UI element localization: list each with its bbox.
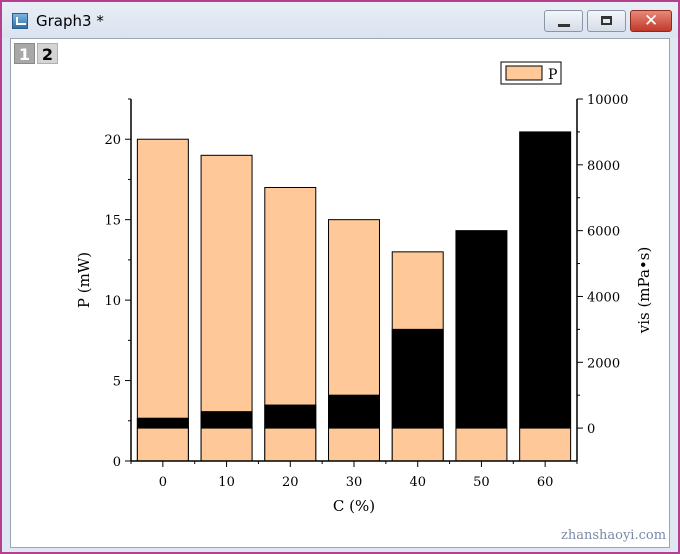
y2-tick-label-10000: 10000	[587, 93, 628, 108]
minimize-icon	[558, 24, 570, 27]
bar-vis-0	[136, 417, 189, 429]
y-tick-label-0: 0	[113, 455, 121, 470]
watermark: zhanshaoyi.com	[561, 528, 667, 543]
close-icon: ✕	[644, 11, 659, 31]
layer-tab-2[interactable]: 2	[37, 43, 58, 64]
bar-vis-60	[519, 131, 572, 429]
title-bar[interactable]: Graph3 * ✕	[2, 2, 678, 38]
bar-vis-50	[455, 230, 508, 429]
x-axis-label[interactable]: C (%)	[333, 497, 375, 515]
y2-axis-label[interactable]: vis (mPa•s)	[635, 247, 653, 335]
x-tick-label-10: 10	[218, 475, 235, 490]
y-axis-label[interactable]: P (mW)	[75, 252, 93, 308]
x-tick-label-0: 0	[159, 475, 167, 490]
close-button[interactable]: ✕	[630, 10, 672, 32]
y2-tick-label-2000: 2000	[587, 356, 620, 371]
bars-group	[136, 131, 572, 462]
bar-base-40	[391, 427, 444, 462]
graph-window-icon[interactable]	[12, 13, 28, 29]
x-tick-label-50: 50	[473, 475, 490, 490]
maximize-button[interactable]	[587, 10, 626, 32]
bar-base-10	[200, 427, 253, 462]
bar-vis-30	[328, 394, 380, 429]
bar-p-0	[136, 138, 189, 462]
y2-tick-label-4000: 4000	[587, 290, 620, 305]
layer-tab-1[interactable]: 1	[14, 43, 35, 64]
bar-vis-40	[391, 328, 444, 429]
y2-tick-label-6000: 6000	[587, 225, 620, 240]
y-tick-label-20: 20	[104, 133, 121, 148]
plot-area[interactable]: 1 2 0 5 10 15 20 0 2000 4000 6000 8000 10000 0 10 20 3…	[10, 38, 670, 548]
bar-base-60	[519, 427, 572, 462]
x-tick-label-30: 30	[346, 475, 363, 490]
y-tick-label-15: 15	[104, 214, 121, 229]
maximize-icon	[601, 16, 612, 25]
legend-swatch-p	[505, 65, 543, 81]
axes-group: 0 5 10 15 20 0 2000 4000 6000 8000 10000 0 10 20 30 40 5…	[104, 93, 628, 490]
bar-base-20	[264, 427, 317, 462]
x-tick-label-20: 20	[282, 475, 299, 490]
legend[interactable]: P	[500, 61, 562, 85]
bar-base-0	[136, 427, 189, 462]
y2-tick-label-0: 0	[587, 422, 595, 437]
window-title: Graph3 *	[36, 12, 104, 30]
x-tick-label-60: 60	[537, 475, 554, 490]
legend-label-p: P	[548, 67, 557, 83]
bar-base-30	[328, 427, 380, 462]
bar-chart[interactable]: 0 5 10 15 20 0 2000 4000 6000 8000 10000 0 10 20 30 40 5…	[11, 39, 669, 547]
minimize-button[interactable]	[544, 10, 583, 32]
bar-vis-10	[200, 411, 253, 429]
bar-p-10	[200, 154, 253, 462]
x-tick-label-40: 40	[409, 475, 426, 490]
y-tick-label-5: 5	[113, 375, 121, 390]
y-tick-label-10: 10	[104, 294, 121, 309]
bar-base-50	[455, 427, 508, 462]
y2-tick-label-8000: 8000	[587, 159, 620, 174]
bar-vis-20	[264, 404, 317, 429]
